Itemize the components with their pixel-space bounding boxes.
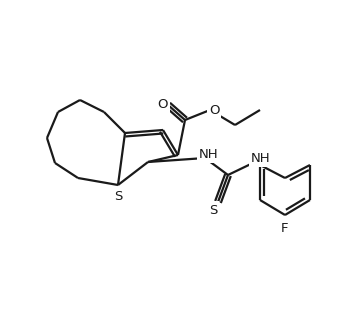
- Text: O: O: [158, 99, 168, 112]
- Text: S: S: [209, 203, 217, 216]
- Text: NH: NH: [251, 151, 271, 165]
- Text: S: S: [114, 191, 122, 203]
- Text: NH: NH: [199, 147, 219, 160]
- Text: O: O: [209, 104, 219, 117]
- Text: F: F: [281, 222, 289, 235]
